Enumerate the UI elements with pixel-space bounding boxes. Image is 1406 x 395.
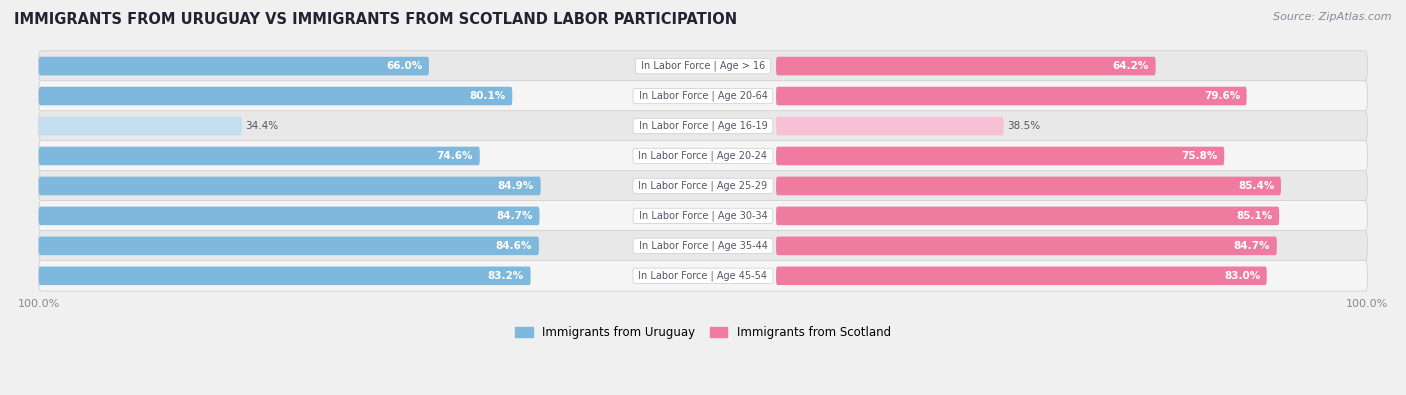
- Text: In Labor Force | Age 30-34: In Labor Force | Age 30-34: [636, 211, 770, 221]
- FancyBboxPatch shape: [39, 207, 540, 225]
- FancyBboxPatch shape: [776, 267, 1267, 285]
- Text: In Labor Force | Age > 16: In Labor Force | Age > 16: [638, 61, 768, 71]
- FancyBboxPatch shape: [39, 57, 429, 75]
- Text: In Labor Force | Age 16-19: In Labor Force | Age 16-19: [636, 121, 770, 131]
- FancyBboxPatch shape: [38, 81, 1368, 111]
- FancyBboxPatch shape: [776, 147, 1225, 165]
- Text: In Labor Force | Age 25-29: In Labor Force | Age 25-29: [636, 181, 770, 191]
- Text: 75.8%: 75.8%: [1181, 151, 1218, 161]
- Text: 80.1%: 80.1%: [470, 91, 506, 101]
- FancyBboxPatch shape: [776, 87, 1247, 105]
- Text: 84.7%: 84.7%: [1233, 241, 1270, 251]
- Text: 38.5%: 38.5%: [1007, 121, 1040, 131]
- FancyBboxPatch shape: [38, 111, 1368, 141]
- FancyBboxPatch shape: [39, 87, 512, 105]
- FancyBboxPatch shape: [38, 171, 1368, 201]
- FancyBboxPatch shape: [776, 57, 1156, 75]
- Text: Source: ZipAtlas.com: Source: ZipAtlas.com: [1274, 12, 1392, 22]
- Text: 84.6%: 84.6%: [496, 241, 533, 251]
- Text: 84.7%: 84.7%: [496, 211, 533, 221]
- Text: 84.9%: 84.9%: [498, 181, 534, 191]
- Legend: Immigrants from Uruguay, Immigrants from Scotland: Immigrants from Uruguay, Immigrants from…: [510, 322, 896, 344]
- Text: 83.2%: 83.2%: [488, 271, 524, 281]
- Text: IMMIGRANTS FROM URUGUAY VS IMMIGRANTS FROM SCOTLAND LABOR PARTICIPATION: IMMIGRANTS FROM URUGUAY VS IMMIGRANTS FR…: [14, 12, 737, 27]
- FancyBboxPatch shape: [776, 117, 1004, 135]
- FancyBboxPatch shape: [776, 177, 1281, 195]
- FancyBboxPatch shape: [39, 237, 538, 255]
- FancyBboxPatch shape: [39, 117, 242, 135]
- Text: 66.0%: 66.0%: [387, 61, 422, 71]
- Text: 85.1%: 85.1%: [1236, 211, 1272, 221]
- FancyBboxPatch shape: [38, 201, 1368, 231]
- FancyBboxPatch shape: [39, 147, 479, 165]
- FancyBboxPatch shape: [38, 51, 1368, 81]
- FancyBboxPatch shape: [38, 261, 1368, 291]
- Text: 79.6%: 79.6%: [1204, 91, 1240, 101]
- FancyBboxPatch shape: [776, 237, 1277, 255]
- FancyBboxPatch shape: [38, 231, 1368, 261]
- Text: 74.6%: 74.6%: [437, 151, 474, 161]
- Text: In Labor Force | Age 45-54: In Labor Force | Age 45-54: [636, 271, 770, 281]
- Text: In Labor Force | Age 35-44: In Labor Force | Age 35-44: [636, 241, 770, 251]
- Text: In Labor Force | Age 20-24: In Labor Force | Age 20-24: [636, 151, 770, 161]
- FancyBboxPatch shape: [39, 177, 541, 195]
- Text: 34.4%: 34.4%: [246, 121, 278, 131]
- Text: 83.0%: 83.0%: [1223, 271, 1260, 281]
- FancyBboxPatch shape: [39, 267, 530, 285]
- FancyBboxPatch shape: [38, 141, 1368, 171]
- Text: 64.2%: 64.2%: [1112, 61, 1149, 71]
- Text: In Labor Force | Age 20-64: In Labor Force | Age 20-64: [636, 91, 770, 101]
- FancyBboxPatch shape: [776, 207, 1279, 225]
- Text: 85.4%: 85.4%: [1237, 181, 1274, 191]
